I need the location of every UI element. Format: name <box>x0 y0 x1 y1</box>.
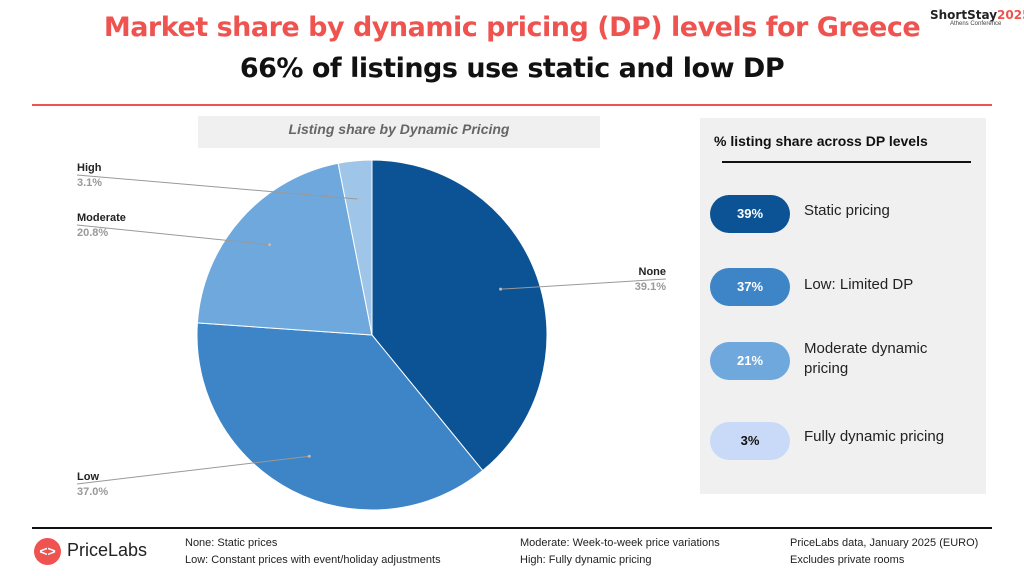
header-divider <box>32 104 992 106</box>
pct-badge-low: 37% <box>710 268 790 306</box>
footer-source: PriceLabs data, January 2025 (EURO) Excl… <box>790 535 978 569</box>
logo-name: ShortStay <box>930 8 998 22</box>
pie-slice-none <box>371 159 548 472</box>
leader-line-low <box>76 455 310 485</box>
panel-title: % listing share across DP levels <box>714 133 928 149</box>
label-static-pricing: Static pricing <box>804 202 890 219</box>
chart-title: Listing share by Dynamic Pricing <box>288 121 510 137</box>
leader-dot-low <box>307 454 311 458</box>
slice-label-none: None <box>639 266 667 278</box>
pricelabs-logo-text: PriceLabs <box>67 540 148 560</box>
footer-note: Low: Constant prices with event/holiday … <box>185 554 441 566</box>
pct-badge-fully-dynamic: 3% <box>710 422 790 460</box>
slice-label-moderate: Moderate <box>77 212 126 224</box>
page-subtitle: 66% of listings use static and low DP <box>239 53 785 84</box>
leader-line-moderate <box>76 224 270 246</box>
panel-divider <box>722 161 971 163</box>
footer-legend-col2: Moderate: Week-to-week price variations … <box>520 535 720 569</box>
label-moderate-dynamic-pricing: Moderate dynamic pricing <box>804 340 928 377</box>
share-panel: % listing share across DP levels 39% Sta… <box>700 118 986 494</box>
slice-value-none: 39.1% <box>635 281 666 293</box>
slice-label-high: High <box>77 162 102 174</box>
footer-legend-col1: None: Static prices Low: Constant prices… <box>185 535 441 569</box>
logo-year: 2025 <box>997 8 1024 22</box>
code-brackets-icon: <> <box>34 538 61 565</box>
pct-badge-moderate: 21% <box>710 342 790 380</box>
source-note: PriceLabs data, January 2025 (EURO) <box>790 537 979 549</box>
pct-badge-text: 39% <box>736 206 764 221</box>
slice-value-high: 3.1% <box>77 177 102 189</box>
label-low-limited-dp: Low: Limited DP <box>804 276 914 293</box>
leader-dot-high <box>357 197 361 201</box>
logo-tagline: Athens Conference <box>950 21 1002 27</box>
source-note: Excludes private rooms <box>790 554 905 566</box>
footer-note: Moderate: Week-to-week price variations <box>520 537 720 549</box>
footer-note: High: Fully dynamic pricing <box>520 554 652 566</box>
pct-badge-text: 37% <box>736 279 764 294</box>
page-title: Market share by dynamic pricing (DP) lev… <box>103 12 921 43</box>
footer-divider <box>32 527 992 529</box>
leader-line-high <box>76 174 359 200</box>
pie-slice-moderate <box>196 162 373 336</box>
chart-title-bar: Listing share by Dynamic Pricing <box>198 116 600 148</box>
slice-value-moderate: 20.8% <box>77 227 108 239</box>
shortstay-logo: ShortStay2025 Athens Conference <box>930 8 1024 27</box>
footer-note: None: Static prices <box>185 537 278 549</box>
leader-dot-moderate <box>268 243 272 247</box>
slice-value-low: 37.0% <box>77 486 108 498</box>
pie-slice-high <box>337 159 373 336</box>
slice-label-low: Low <box>77 471 99 483</box>
pct-badge-static: 39% <box>710 195 790 233</box>
pie-slice-low <box>196 322 484 511</box>
leader-line-none <box>500 278 667 290</box>
pct-badge-text: 21% <box>736 353 764 368</box>
label-fully-dynamic-pricing: Fully dynamic pricing <box>804 428 945 445</box>
pct-badge-text: 3% <box>740 433 760 448</box>
leader-dot-none <box>499 287 503 291</box>
